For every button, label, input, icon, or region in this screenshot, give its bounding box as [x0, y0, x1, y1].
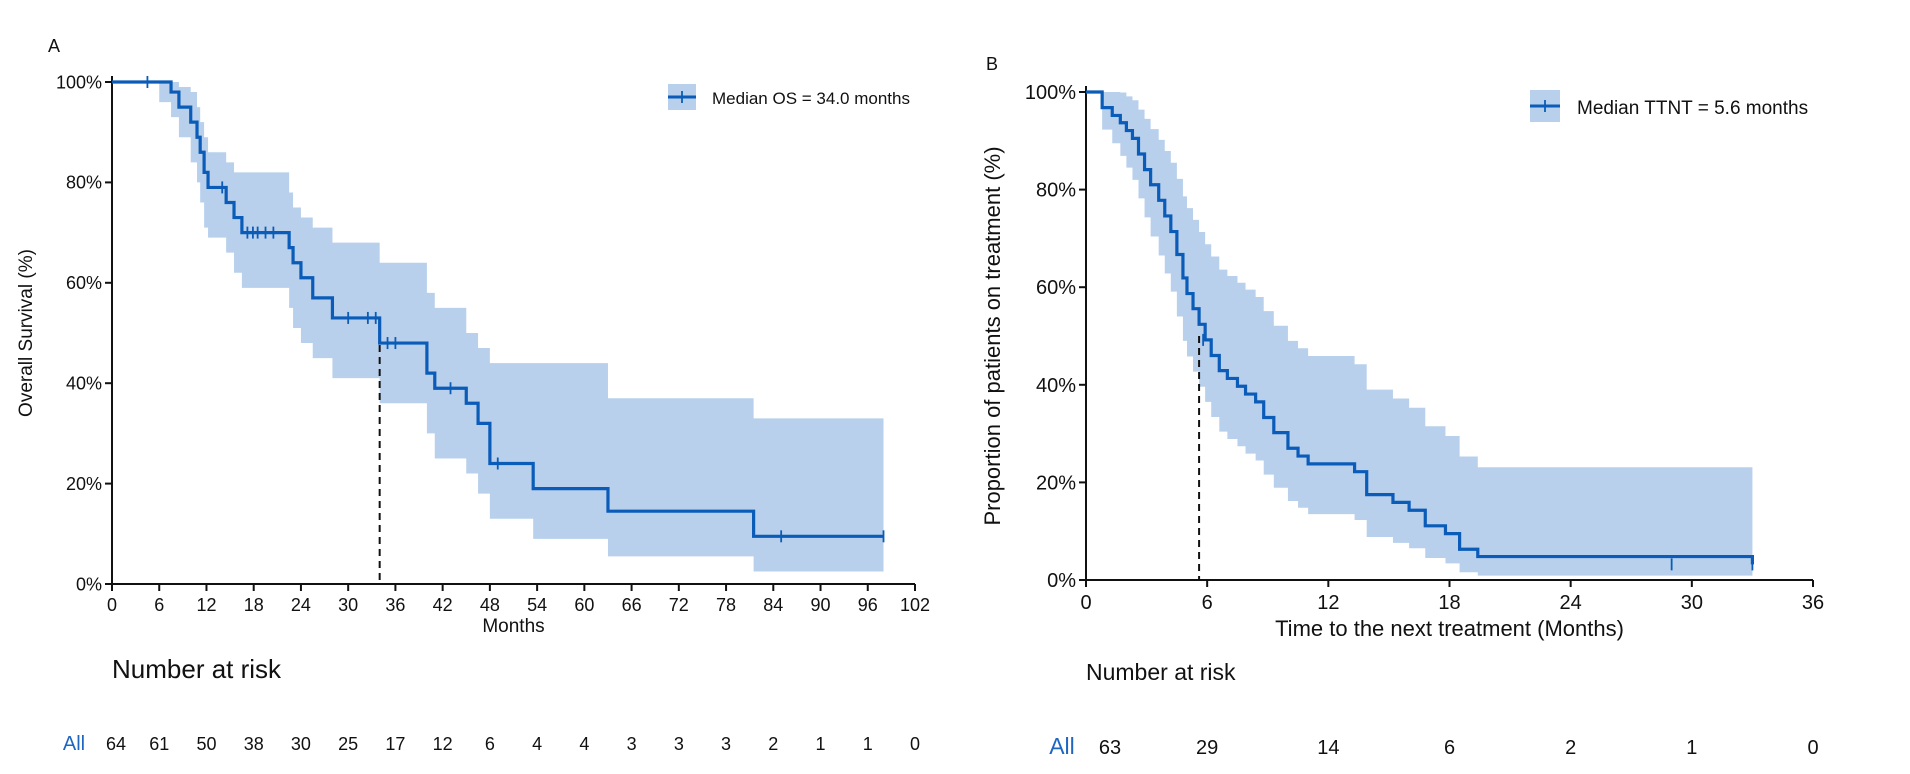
- risk-count: 3: [674, 734, 684, 754]
- y-tick-label: 80%: [66, 173, 102, 193]
- x-tick-label: 102: [900, 595, 930, 615]
- y-tick-label: 40%: [1036, 375, 1076, 397]
- survival-curve: [1086, 90, 1755, 565]
- x-tick-label: 0: [1080, 592, 1091, 614]
- y-tick-label: 20%: [66, 474, 102, 494]
- x-tick-label: 0: [107, 595, 117, 615]
- y-tick-label: 20%: [1036, 472, 1076, 494]
- x-axis-label: Time to the next treatment (Months): [1275, 616, 1624, 641]
- x-tick-label: 18: [244, 595, 264, 615]
- x-tick-label: 36: [1802, 592, 1824, 614]
- x-tick-label: 54: [527, 595, 547, 615]
- survival-curve: [112, 80, 884, 538]
- risk-count: 50: [196, 734, 216, 754]
- risk-count: 4: [532, 734, 542, 754]
- y-tick-label: 0%: [76, 574, 102, 594]
- x-tick-label: 30: [1681, 592, 1703, 614]
- x-tick-label: 18: [1438, 592, 1460, 614]
- x-axis-label: Months: [482, 616, 544, 637]
- risk-row-label: All: [1049, 733, 1075, 759]
- risk-table-title: Number at risk: [1086, 659, 1236, 685]
- y-tick-label: 40%: [66, 374, 102, 394]
- x-tick-label: 60: [574, 595, 594, 615]
- risk-count: 38: [244, 734, 264, 754]
- risk-count: 29: [1196, 737, 1218, 759]
- risk-count: 6: [1444, 737, 1455, 759]
- x-tick-label: 78: [716, 595, 736, 615]
- x-tick-label: 42: [433, 595, 453, 615]
- x-tick-label: 6: [1202, 592, 1213, 614]
- y-axis-label: Proportion of patients on treatment (%): [980, 146, 1005, 525]
- x-tick-label: 30: [338, 595, 358, 615]
- risk-table-title: Number at risk: [112, 654, 282, 684]
- risk-count: 0: [1807, 737, 1818, 759]
- risk-count: 61: [149, 734, 169, 754]
- x-tick-label: 12: [196, 595, 216, 615]
- risk-count: 1: [1686, 737, 1697, 759]
- panel-label: A: [48, 36, 60, 56]
- risk-count: 2: [768, 734, 778, 754]
- x-tick-label: 24: [291, 595, 311, 615]
- y-tick-label: 100%: [1025, 82, 1076, 104]
- y-tick-label: 60%: [1036, 277, 1076, 299]
- risk-count: 14: [1317, 737, 1339, 759]
- panel-a: A0%20%40%60%80%100%0 6 12 18 24 30 36 42 48 54 60 6…: [16, 36, 930, 755]
- risk-count: 25: [338, 734, 358, 754]
- legend-label: Median TTNT = 5.6 months: [1577, 98, 1808, 119]
- y-tick-label: 100%: [56, 72, 102, 92]
- y-tick-label: 60%: [66, 273, 102, 293]
- risk-count: 3: [721, 734, 731, 754]
- risk-count: 0: [910, 734, 920, 754]
- x-tick-label: 96: [858, 595, 878, 615]
- legend-label: Median OS = 34.0 months: [712, 89, 910, 108]
- x-tick-label: 24: [1560, 592, 1582, 614]
- risk-count: 12: [433, 734, 453, 754]
- y-axis-label: Overall Survival (%): [16, 249, 37, 417]
- x-tick-label: 12: [1317, 592, 1339, 614]
- risk-count: 1: [816, 734, 826, 754]
- x-tick-label: 48: [480, 595, 500, 615]
- y-tick-label: 80%: [1036, 180, 1076, 202]
- x-tick-label: 90: [811, 595, 831, 615]
- risk-count: 2: [1565, 737, 1576, 759]
- risk-count: 3: [627, 734, 637, 754]
- x-tick-label: 66: [622, 595, 642, 615]
- risk-count: 17: [385, 734, 405, 754]
- risk-count: 30: [291, 734, 311, 754]
- x-tick-label: 36: [385, 595, 405, 615]
- risk-count: 4: [579, 734, 589, 754]
- x-tick-label: 84: [763, 595, 783, 615]
- panel-label: B: [986, 54, 998, 74]
- risk-count: 6: [485, 734, 495, 754]
- x-tick-label: 72: [669, 595, 689, 615]
- confidence-band: [1086, 92, 1753, 579]
- y-tick-label: 0%: [1047, 570, 1076, 592]
- risk-row-label: All: [63, 733, 85, 755]
- risk-count: 64: [106, 734, 126, 754]
- risk-count: 63: [1099, 737, 1121, 759]
- risk-count: 1: [863, 734, 873, 754]
- x-tick-label: 6: [154, 595, 164, 615]
- confidence-band: [112, 82, 884, 572]
